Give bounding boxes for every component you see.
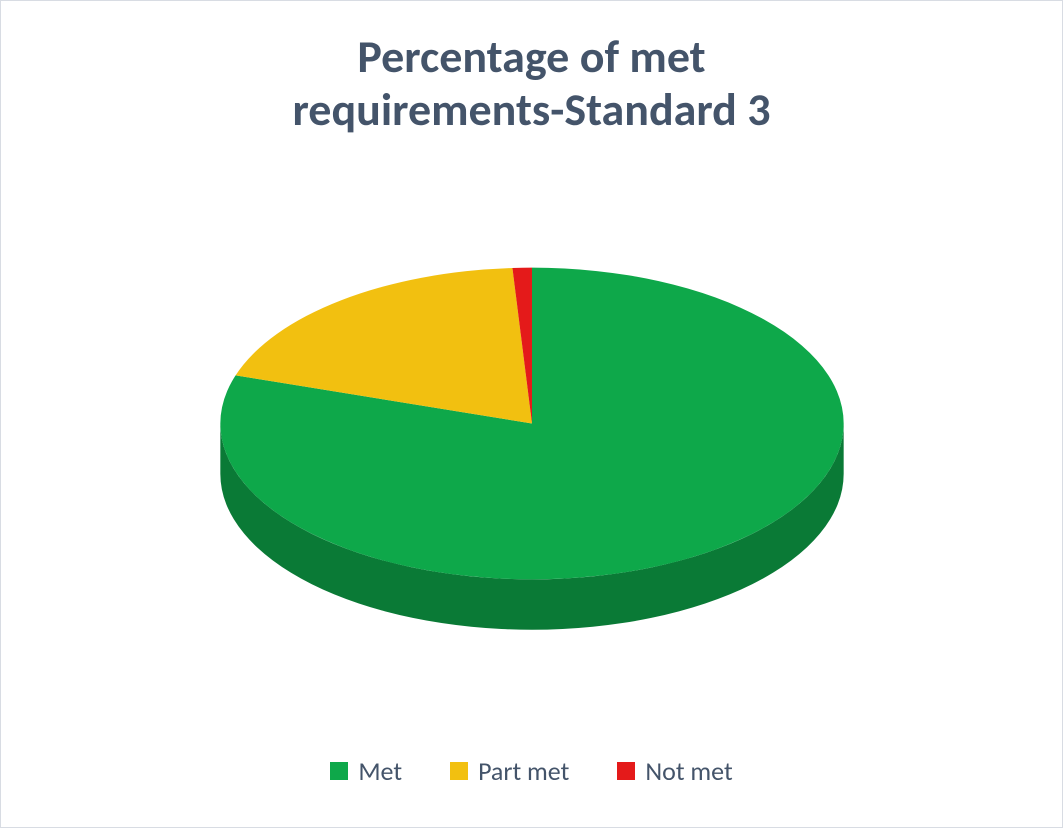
chart-frame: Percentage of met requirements-Standard … [0, 0, 1063, 828]
pie-3d-svg [152, 231, 912, 671]
pie-area [1, 147, 1062, 755]
legend-item: Part met [450, 755, 569, 787]
legend-label: Part met [478, 755, 569, 787]
chart-title-line1: Percentage of met [292, 31, 770, 84]
legend-label: Not met [645, 755, 732, 787]
legend-item: Not met [617, 755, 732, 787]
legend-swatch [330, 762, 348, 780]
legend-item: Met [330, 755, 402, 787]
legend-swatch [617, 762, 635, 780]
legend-label: Met [358, 755, 402, 787]
chart-title: Percentage of met requirements-Standard … [292, 31, 770, 137]
legend: Met Part met Not met [330, 755, 732, 787]
legend-swatch [450, 762, 468, 780]
chart-title-line2: requirements-Standard 3 [292, 84, 770, 137]
